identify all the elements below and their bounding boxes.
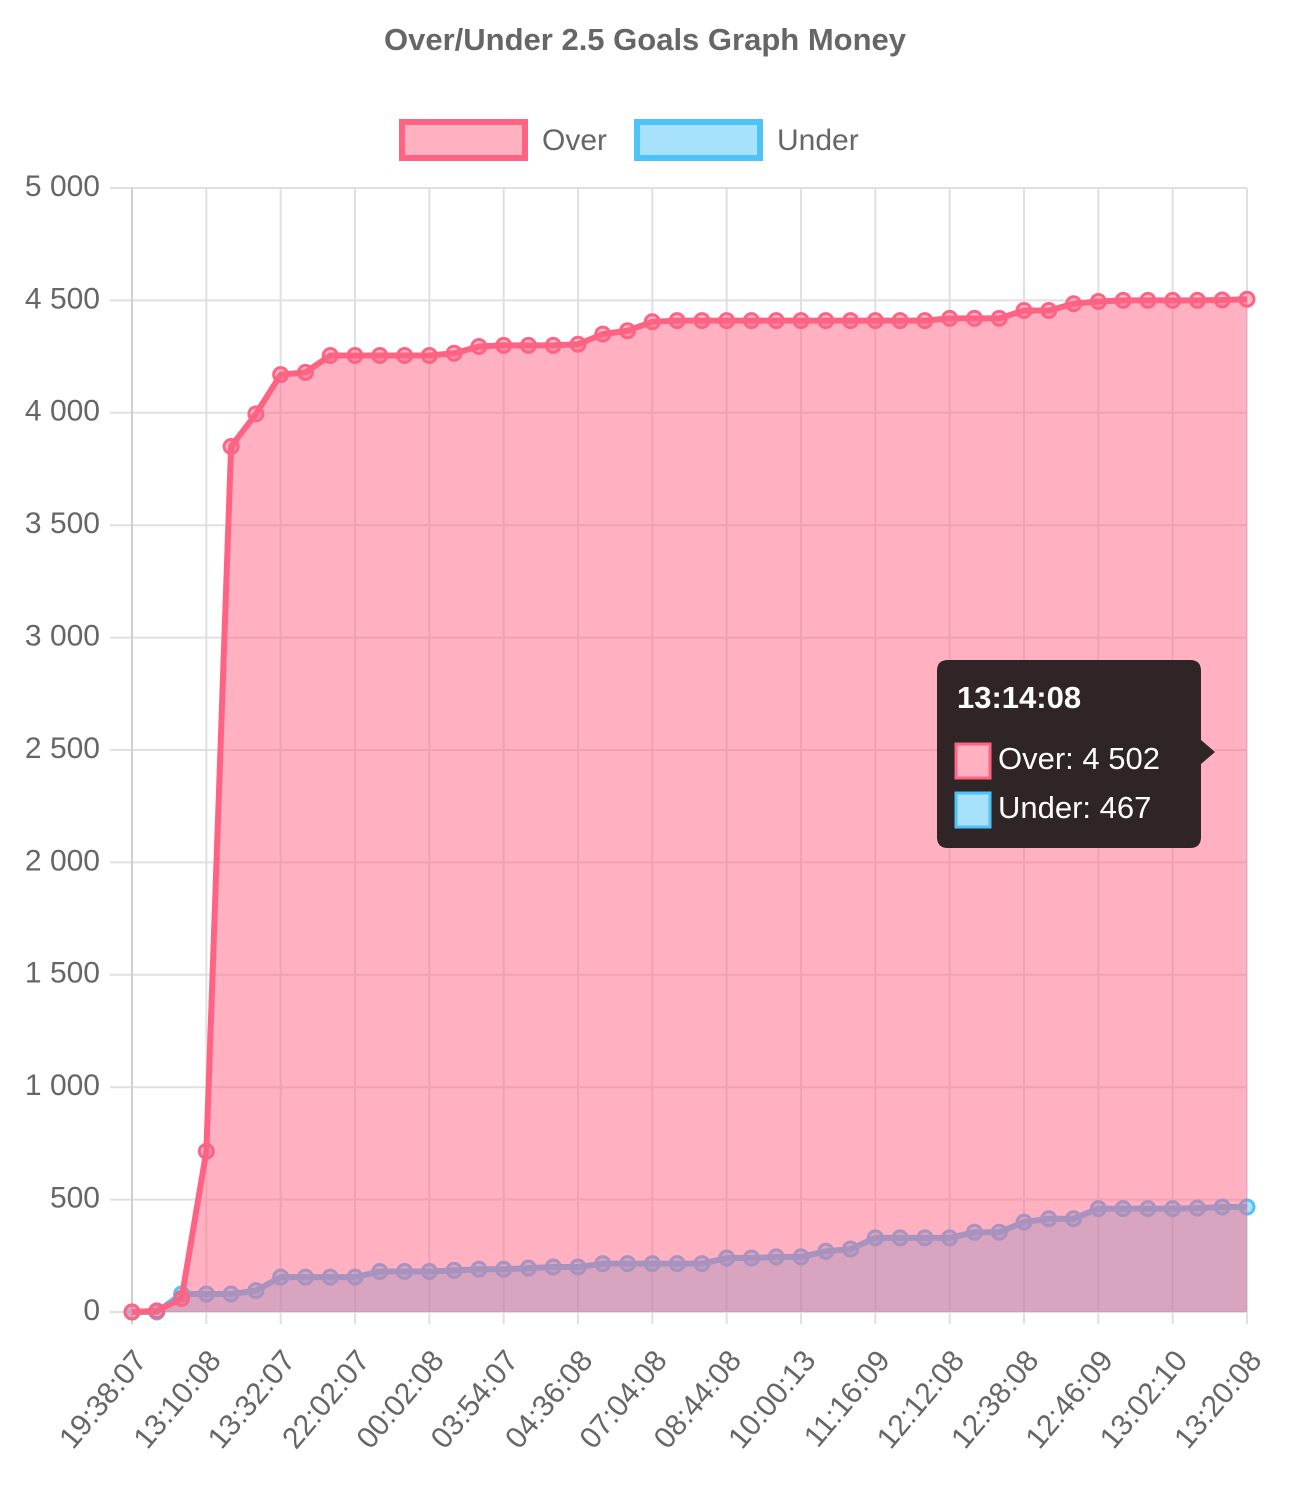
point bbox=[916, 312, 934, 330]
point bbox=[1164, 291, 1182, 309]
point bbox=[1065, 295, 1083, 313]
point bbox=[965, 309, 983, 327]
legend-label: Under bbox=[777, 124, 859, 157]
point bbox=[197, 1142, 215, 1160]
point bbox=[693, 312, 711, 330]
tooltip-swatch bbox=[954, 742, 992, 780]
y-tick-label: 3 000 bbox=[25, 620, 100, 653]
point bbox=[420, 346, 438, 364]
point bbox=[842, 312, 860, 330]
point bbox=[123, 1303, 141, 1321]
tooltip-item: Over: 4 502 bbox=[998, 741, 1160, 776]
point bbox=[173, 1290, 191, 1308]
point bbox=[742, 312, 760, 330]
point bbox=[594, 325, 612, 343]
point bbox=[817, 312, 835, 330]
tooltip: 13:14:08 Over: 4 502 Under: 467 bbox=[937, 660, 1215, 848]
legend-swatch bbox=[634, 119, 764, 161]
point bbox=[470, 337, 488, 355]
point bbox=[1089, 293, 1107, 311]
point bbox=[445, 344, 463, 362]
point bbox=[1040, 302, 1058, 320]
point bbox=[569, 335, 587, 353]
tooltip-item: Under: 467 bbox=[998, 790, 1151, 825]
point bbox=[619, 322, 637, 340]
point bbox=[321, 346, 339, 364]
chart-title: Over/Under 2.5 Goals Graph Money bbox=[384, 22, 907, 57]
tooltip-title: 13:14:08 bbox=[957, 680, 1081, 715]
legend-swatch bbox=[399, 119, 528, 161]
tooltip-swatch bbox=[954, 791, 992, 829]
y-tick-label: 5 000 bbox=[25, 170, 100, 203]
line bbox=[131, 296, 1248, 1315]
point bbox=[866, 312, 884, 330]
point bbox=[222, 438, 240, 456]
tooltip-box bbox=[937, 660, 1215, 848]
point bbox=[941, 309, 959, 327]
y-tick-label: 1 500 bbox=[25, 957, 100, 990]
y-tick-label: 3 500 bbox=[25, 507, 100, 540]
point bbox=[371, 346, 389, 364]
y-tick-label: 2 000 bbox=[25, 844, 100, 877]
point bbox=[1114, 291, 1132, 309]
y-tick-label: 1 000 bbox=[25, 1069, 100, 1102]
y-tick-label: 500 bbox=[50, 1182, 100, 1215]
y-tick-label: 2 500 bbox=[25, 732, 100, 765]
point bbox=[1015, 302, 1033, 320]
point bbox=[767, 312, 785, 330]
y-tick-label: 0 bbox=[83, 1294, 100, 1327]
point bbox=[1188, 291, 1206, 309]
point bbox=[891, 312, 909, 330]
point bbox=[668, 312, 686, 330]
point bbox=[1213, 291, 1231, 309]
point bbox=[148, 1302, 166, 1320]
point bbox=[792, 312, 810, 330]
point bbox=[495, 336, 513, 354]
point bbox=[346, 346, 364, 364]
point bbox=[643, 313, 661, 331]
y-tick-label: 4 500 bbox=[25, 282, 100, 315]
legend-label: Over bbox=[542, 124, 607, 157]
point bbox=[396, 346, 414, 364]
point bbox=[990, 309, 1008, 327]
point bbox=[1238, 290, 1256, 308]
point bbox=[718, 312, 736, 330]
y-tick-label: 4 000 bbox=[25, 395, 100, 428]
point bbox=[296, 363, 314, 381]
point bbox=[247, 405, 265, 423]
point bbox=[519, 336, 537, 354]
point bbox=[1139, 291, 1157, 309]
point bbox=[272, 366, 290, 384]
area bbox=[132, 299, 1247, 1312]
point bbox=[544, 336, 562, 354]
